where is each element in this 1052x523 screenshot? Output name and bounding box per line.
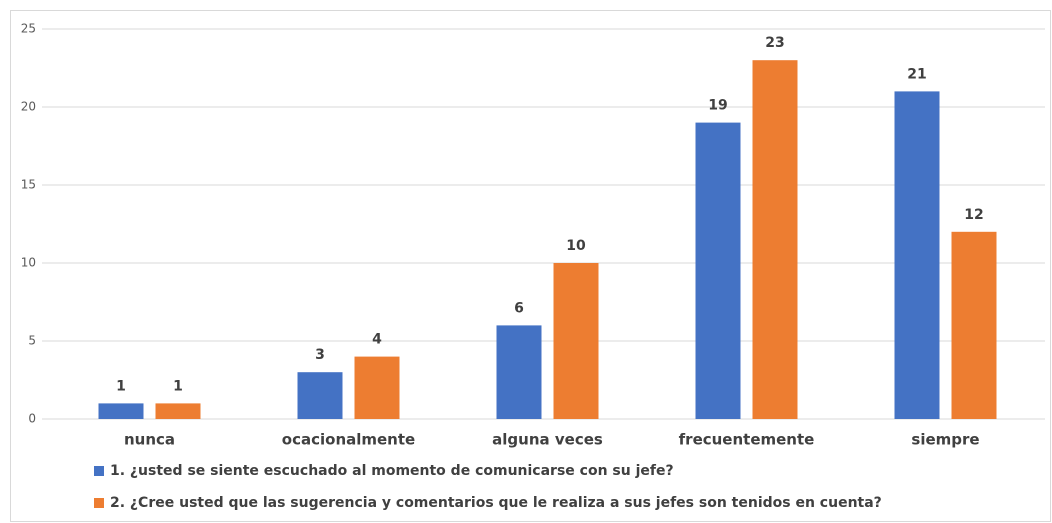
bar <box>98 403 144 419</box>
x-tick-label: nunca <box>124 431 175 449</box>
x-tick-label: siempre <box>911 431 979 449</box>
y-tick-label: 5 <box>28 334 36 348</box>
bar <box>553 263 599 419</box>
legend-label: 2. ¿Cree usted que las sugerencia y come… <box>110 495 882 511</box>
data-label: 1 <box>173 378 183 394</box>
data-label: 12 <box>964 207 983 223</box>
y-tick-label: 0 <box>28 412 36 426</box>
bar <box>297 372 343 419</box>
bar <box>752 60 798 419</box>
chart-frame <box>10 10 1051 522</box>
y-tick-label: 20 <box>21 100 36 114</box>
data-label: 19 <box>708 98 727 114</box>
x-tick-label: alguna veces <box>492 431 603 449</box>
bar <box>894 91 940 420</box>
data-label: 3 <box>315 347 325 363</box>
bar <box>951 231 997 419</box>
x-tick-label: ocacionalmente <box>282 431 415 449</box>
data-label: 23 <box>765 35 784 51</box>
data-label: 1 <box>116 378 126 394</box>
bar <box>155 403 201 419</box>
data-label: 4 <box>372 332 382 348</box>
data-label: 6 <box>514 300 524 316</box>
bar <box>695 122 741 419</box>
y-tick-label: 10 <box>21 256 36 270</box>
legend-label: 1. ¿usted se siente escuchado al momento… <box>110 463 674 479</box>
legend-swatch <box>94 466 104 476</box>
bar <box>354 356 400 419</box>
legend-swatch <box>94 498 104 508</box>
bar <box>496 325 542 419</box>
y-tick-label: 15 <box>21 178 36 192</box>
y-tick-label: 25 <box>21 22 36 36</box>
data-label: 10 <box>566 238 586 254</box>
x-tick-label: frecuentemente <box>679 431 815 449</box>
data-label: 21 <box>907 66 926 82</box>
